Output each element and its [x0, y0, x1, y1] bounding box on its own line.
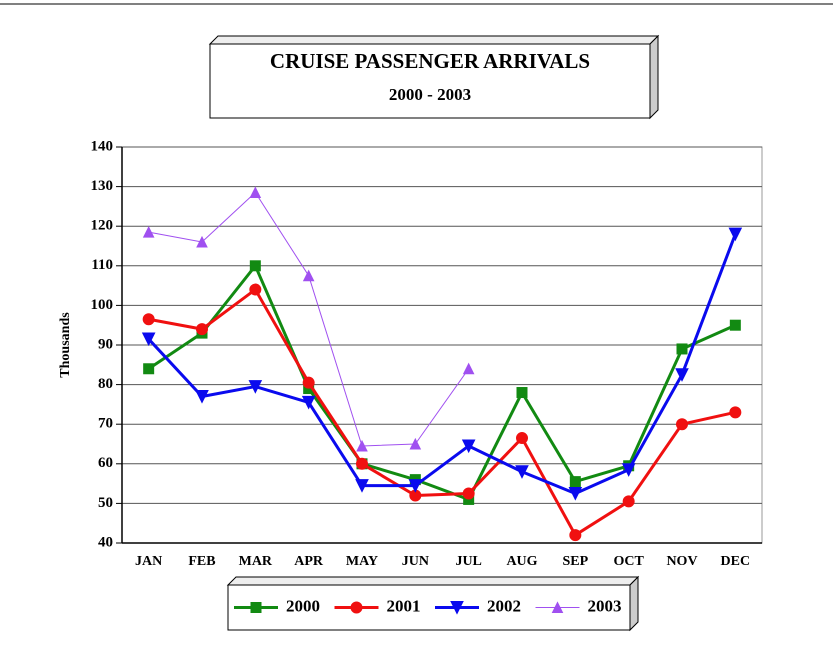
legend-label: 2000 [286, 596, 320, 615]
y-tick-label: 140 [91, 138, 114, 154]
series [142, 283, 742, 542]
marker [622, 495, 635, 508]
marker [355, 479, 369, 493]
x-tick-label: NOV [666, 554, 697, 569]
marker [515, 465, 529, 479]
marker [569, 476, 581, 488]
marker [302, 376, 315, 389]
marker [249, 283, 262, 296]
x-tick-label: MAR [239, 554, 273, 569]
chart-subtitle: 2000 - 2003 [389, 85, 471, 104]
legend-label: 2002 [487, 596, 521, 615]
legend-label: 2001 [387, 596, 421, 615]
marker [621, 463, 636, 477]
marker [142, 313, 155, 326]
y-tick-label: 50 [98, 495, 113, 511]
marker [729, 319, 741, 331]
marker [249, 260, 261, 272]
marker [675, 368, 689, 382]
chart-title: CRUISE PASSENGER ARRIVALS [270, 49, 590, 73]
marker [249, 186, 262, 199]
y-tick-label: 130 [91, 178, 114, 194]
marker [408, 479, 423, 493]
marker [676, 418, 688, 431]
y-tick-label: 40 [98, 534, 113, 550]
y-tick-label: 60 [98, 455, 113, 471]
marker [676, 343, 688, 355]
x-tick-label: JUL [455, 554, 481, 569]
y-axis-label: Thousands [58, 312, 73, 378]
legend-box-side [629, 575, 639, 632]
marker [301, 395, 316, 410]
marker [728, 227, 743, 242]
legend-box-top [226, 576, 640, 586]
title-box [208, 34, 660, 120]
marker [450, 601, 464, 615]
series-line [147, 233, 737, 495]
y-tick-label: 110 [91, 257, 113, 273]
marker [551, 601, 564, 613]
marker [143, 363, 155, 375]
marker [461, 439, 476, 454]
x-tick-label: SEP [562, 554, 588, 569]
marker [729, 406, 742, 419]
marker [302, 269, 315, 282]
marker [516, 387, 528, 399]
marker [142, 226, 155, 238]
x-tick-label: APR [294, 554, 324, 569]
marker [141, 332, 156, 347]
x-tick-label: FEB [188, 554, 215, 569]
y-tick-label: 120 [91, 218, 114, 234]
x-tick-label: OCT [613, 554, 644, 569]
series [142, 186, 475, 452]
marker [195, 389, 209, 404]
marker [196, 235, 208, 248]
marker [356, 439, 368, 452]
legend-label: 2003 [588, 596, 622, 615]
marker [350, 601, 363, 614]
x-tick-label: DEC [721, 554, 751, 569]
y-tick-label: 90 [98, 336, 113, 352]
y-tick-label: 80 [98, 376, 113, 392]
series [141, 227, 743, 501]
x-tick-label: AUG [506, 554, 537, 569]
marker [196, 323, 208, 336]
x-tick-label: MAY [346, 554, 378, 569]
series-line [147, 264, 736, 501]
marker [516, 432, 528, 445]
x-tick-label: JAN [135, 554, 162, 569]
marker [568, 487, 583, 501]
marker [356, 457, 368, 470]
y-tick-label: 70 [98, 416, 113, 432]
x-tick-label: JUN [402, 554, 429, 569]
marker [248, 380, 263, 394]
marker [409, 437, 422, 450]
marker [462, 487, 475, 500]
series-line [148, 288, 736, 537]
marker [569, 529, 582, 542]
marker [462, 362, 475, 375]
marker [250, 602, 262, 613]
y-tick-label: 100 [91, 297, 114, 313]
